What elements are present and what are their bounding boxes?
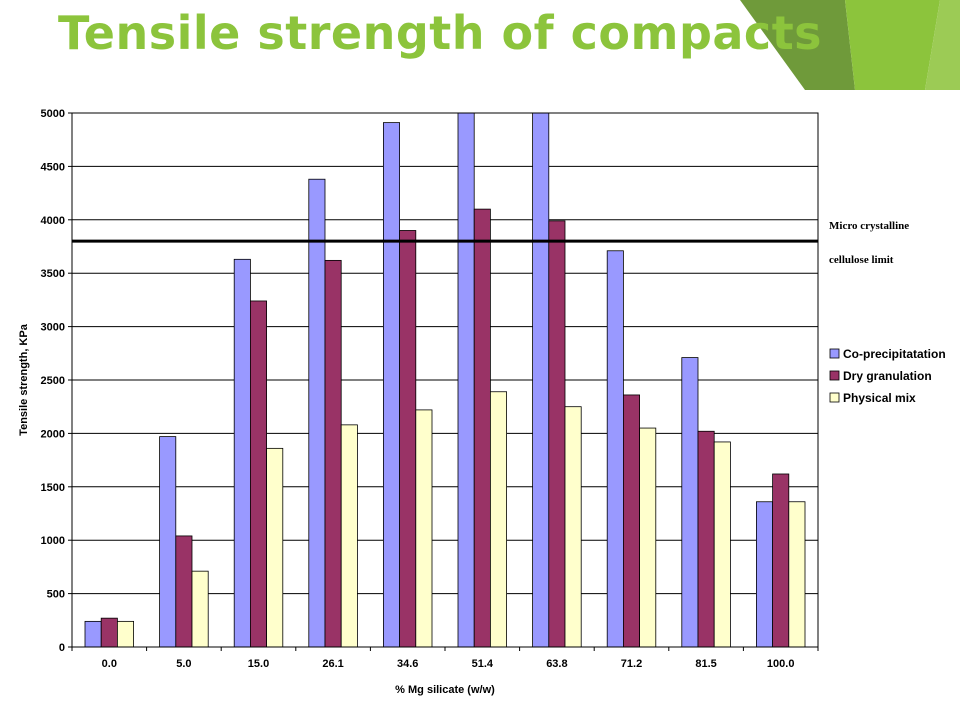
bar-physical-mix: [415, 409, 433, 648]
legend-label: Dry granulation: [843, 369, 932, 383]
bar-dry-granulation: [473, 208, 491, 648]
y-axis-title: Tensile strength, KPa: [18, 323, 30, 436]
x-tick-label: 100.0: [767, 658, 795, 670]
y-tick-label: 2500: [41, 375, 65, 387]
y-tick-label: 2000: [41, 428, 65, 440]
bar-dry-granulation: [697, 430, 715, 648]
bar-dry-granulation: [249, 300, 267, 648]
bar-dry-granulation: [100, 617, 118, 648]
reference-line-label: cellulose limit: [829, 254, 894, 266]
y-tick-label: 0: [59, 642, 65, 654]
bar-physical-mix: [639, 427, 657, 648]
bar-physical-mix: [191, 570, 209, 648]
bar-dry-granulation: [399, 230, 417, 648]
corner-decoration: [740, 0, 960, 90]
reference-line-label: Micro crystalline: [829, 220, 909, 232]
x-tick-label: 34.6: [397, 658, 418, 670]
corner-shape-mid: [925, 0, 960, 90]
x-tick-label: 81.5: [695, 658, 716, 670]
bar-co-precipitatation: [382, 122, 400, 648]
x-tick-label: 71.2: [621, 658, 642, 670]
bar-dry-granulation: [548, 220, 566, 648]
y-tick-label: 5000: [41, 108, 65, 120]
bar-co-precipitatation: [756, 501, 774, 648]
bar-physical-mix: [266, 447, 284, 648]
bar-physical-mix: [340, 424, 358, 648]
y-tick-label: 3500: [41, 268, 65, 280]
tensile-strength-chart: 0 500 1000 1500 2000 2500 3000 3500 4000 4500 5000…: [18, 108, 946, 696]
y-tick-label: 1500: [41, 482, 65, 494]
x-tick-label: 5.0: [176, 658, 191, 670]
corner-shape-light: [845, 0, 940, 90]
bar-dry-granulation: [623, 394, 641, 648]
bar-co-precipitatation: [457, 112, 475, 648]
bar-physical-mix: [713, 441, 731, 648]
slide-title: Tensile strength of compacts: [58, 6, 823, 60]
x-tick-label: 15.0: [248, 658, 269, 670]
x-tick-label: 51.4: [472, 658, 494, 670]
bar-physical-mix: [564, 406, 582, 648]
corner-shape-dark: [740, 0, 855, 90]
legend: Co-precipitatation Dry granulation Physica…: [829, 347, 946, 405]
bar-physical-mix: [117, 620, 135, 648]
x-tick-label: 26.1: [322, 658, 343, 670]
y-tick-label: 500: [47, 589, 65, 601]
x-tick-label: 0.0: [102, 658, 117, 670]
legend-label: Co-precipitatation: [843, 347, 946, 361]
y-tick-label: 4000: [41, 215, 65, 227]
bar-dry-granulation: [324, 259, 342, 648]
y-tick-label: 4500: [41, 161, 65, 173]
bar-co-precipitatation: [681, 357, 699, 648]
bars: [84, 112, 806, 648]
bar-co-precipitatation: [532, 112, 550, 648]
bar-co-precipitatation: [84, 620, 102, 648]
legend-label: Physical mix: [843, 391, 916, 405]
bar-physical-mix: [788, 501, 806, 648]
bar-co-precipitatation: [233, 258, 251, 648]
bar-physical-mix: [489, 391, 507, 648]
y-tick-label: 1000: [41, 535, 65, 547]
legend-swatch: [829, 370, 840, 381]
bar-dry-granulation: [772, 473, 790, 648]
axes: 0 500 1000 1500 2000 2500 3000 3500 4000 4500 5000…: [41, 108, 819, 670]
legend-swatch: [829, 348, 840, 359]
reference-line-group: Micro crystalline cellulose limit: [72, 220, 909, 266]
bar-dry-granulation: [175, 535, 193, 648]
bar-co-precipitatation: [159, 436, 177, 648]
y-tick-label: 3000: [41, 322, 65, 334]
x-tick-label: 63.8: [546, 658, 567, 670]
legend-swatch: [829, 392, 840, 403]
bar-co-precipitatation: [308, 178, 326, 648]
bar-co-precipitatation: [606, 250, 624, 648]
x-axis-title: % Mg silicate (w/w): [395, 684, 495, 696]
